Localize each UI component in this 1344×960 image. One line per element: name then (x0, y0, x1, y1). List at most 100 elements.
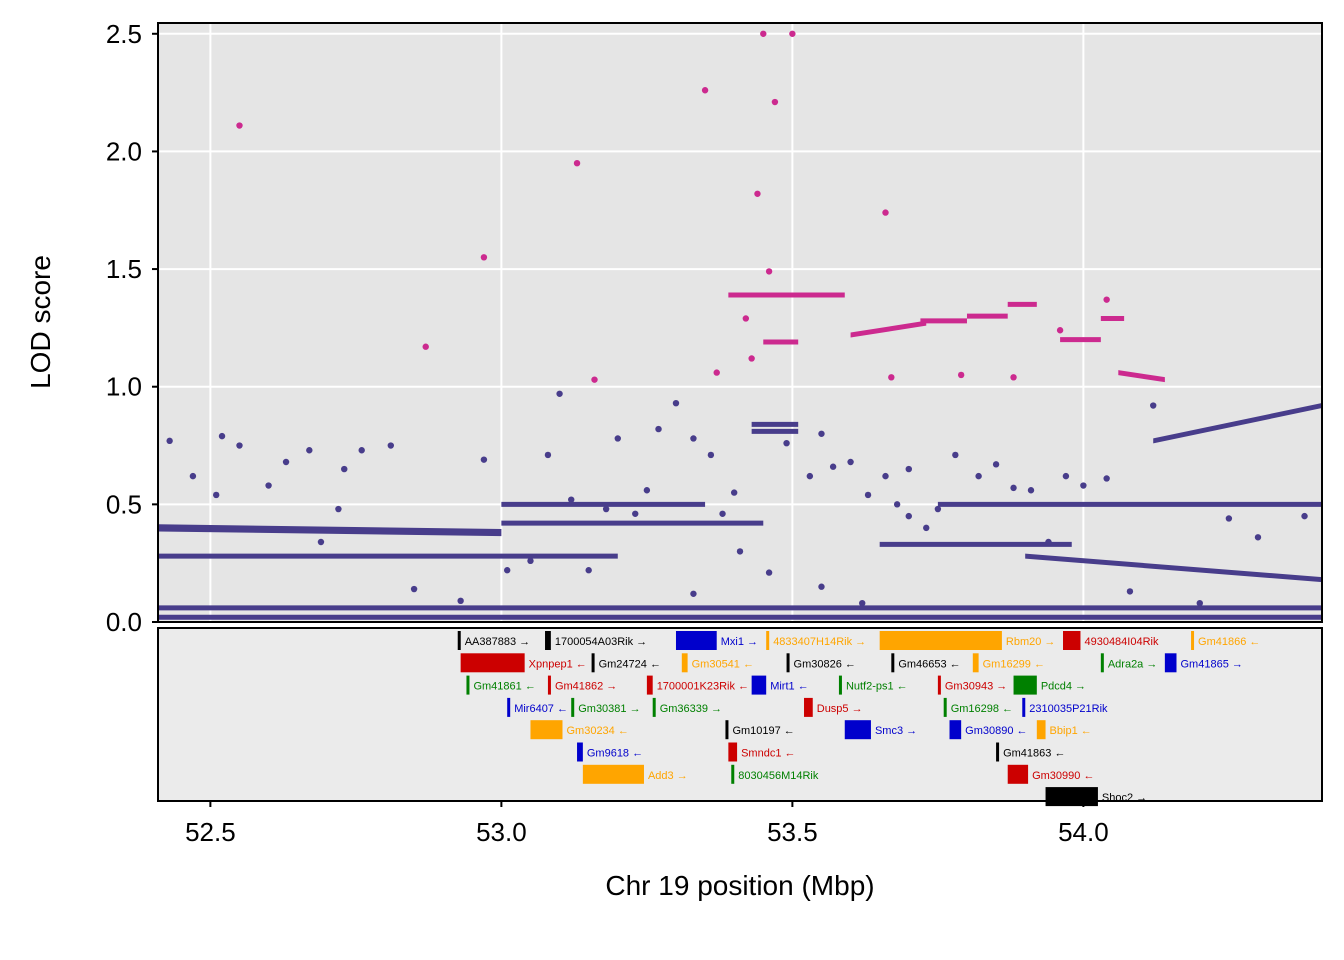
snp-point-series-1 (789, 30, 796, 37)
y-tick-label: 0.5 (106, 489, 142, 519)
snp-point-series-0 (690, 435, 697, 442)
gene-label: Gm46653 ← (898, 658, 960, 670)
gene-label: Smc3 → (875, 725, 917, 737)
snp-point-series-1 (765, 268, 773, 275)
snp-point-series-0 (341, 465, 348, 473)
snp-point-series-0 (672, 399, 680, 407)
snp-point-series-1 (760, 30, 767, 37)
gene-bar (725, 720, 729, 740)
snp-band-series-0 (501, 520, 764, 526)
gene-label: Mxi1 → (721, 636, 758, 648)
gene-bar (1063, 631, 1081, 650)
x-tick-label: 53.5 (767, 817, 818, 847)
snp-point-series-0 (707, 451, 715, 459)
y-tick-label: 1.5 (106, 254, 142, 284)
snp-point-series-0 (829, 463, 837, 470)
gene-bar (466, 675, 470, 695)
gene-bar (675, 631, 717, 650)
y-tick-label: 2.5 (106, 19, 142, 49)
snp-point-series-0 (1045, 538, 1052, 546)
gene-bar (804, 697, 813, 717)
snp-band-series-0 (937, 501, 1322, 507)
snp-point-series-0 (864, 491, 872, 499)
snp-point-series-1 (480, 254, 488, 261)
gene-label: 4833407H14Rik → (773, 636, 866, 648)
lod-panel-frame (157, 22, 1323, 623)
gene-label: Gm30890 ← (965, 725, 1027, 737)
snp-point-series-0 (602, 505, 610, 513)
gene-panel-background (158, 628, 1322, 801)
snp-point-series-0 (905, 512, 912, 520)
snp-point-series-0 (556, 390, 563, 397)
snp-band-series-1 (920, 318, 967, 324)
snp-point-series-0 (317, 538, 325, 546)
y-tick-label: 0.0 (106, 607, 142, 637)
gene-label: 1700001K23Rik ← (657, 681, 749, 693)
snp-point-series-1 (748, 355, 755, 362)
snp-point-series-0 (480, 456, 488, 463)
snp-point-series-1 (1010, 374, 1017, 381)
snp-band-series-0 (1025, 553, 1322, 583)
snp-point-series-0 (952, 451, 959, 459)
gene-label: 1700054A03Rik → (555, 636, 647, 648)
gene-bar (728, 742, 738, 762)
gene-label: Gm16298 ← (951, 703, 1013, 715)
snp-point-series-0 (306, 447, 313, 454)
snp-point-series-0 (335, 505, 342, 513)
snp-band-series-0 (158, 524, 502, 537)
y-axis-title: LOD score (25, 255, 56, 389)
snp-band-series-0 (158, 553, 618, 559)
snp-point-series-0 (585, 567, 592, 574)
y-tick-label: 1.0 (106, 372, 142, 402)
gene-bar (652, 697, 656, 717)
gene-label: Gm30990 ← (1032, 770, 1094, 782)
gene-bar (507, 697, 511, 717)
gene-bar (1036, 720, 1046, 740)
snp-point-series-0 (1196, 599, 1203, 607)
snp-point-series-0 (655, 425, 662, 433)
gene-bar (545, 631, 551, 650)
gene-bar (879, 631, 1002, 650)
gene-label: Gm30541 ← (692, 658, 754, 670)
snp-points (158, 30, 1322, 620)
snp-point-series-1 (1056, 327, 1064, 334)
gene-bar (577, 742, 583, 762)
gene-label: Nutf2-ps1 ← (846, 681, 908, 693)
gene-bar (591, 653, 595, 673)
gene-label: 4930484I04Rik (1084, 636, 1159, 648)
snp-point-series-0 (975, 472, 982, 480)
snp-point-series-0 (806, 472, 814, 480)
gene-label: Gm30381 → (578, 703, 640, 715)
gene-label: Gm41861 ← (473, 681, 535, 693)
gene-label: Gm41863 ← (1003, 748, 1065, 760)
gene-label: Dusp5 → (817, 703, 863, 715)
snp-point-series-1 (573, 159, 581, 167)
gene-bar (1191, 631, 1195, 650)
gene-bar (891, 653, 895, 673)
snp-band-series-0 (1153, 403, 1322, 444)
snp-point-series-0 (882, 472, 889, 480)
gene-bar (937, 675, 941, 695)
gene-label: 8030456M14Rik (738, 770, 819, 782)
x-tick-label: 54.0 (1058, 817, 1109, 847)
gene-bar (1007, 764, 1029, 784)
x-tick-label: 52.5 (185, 817, 236, 847)
gene-label: Gm30943 → (945, 681, 1007, 693)
snp-point-series-0 (504, 567, 511, 574)
snp-point-series-0 (1103, 475, 1110, 482)
gene-label: Add3 → (648, 770, 688, 782)
snp-band-series-0 (158, 614, 1322, 620)
snp-point-series-0 (1301, 512, 1308, 520)
gene-bar (1100, 653, 1104, 673)
snp-band-series-1 (1100, 315, 1125, 321)
gene-bar (457, 631, 461, 650)
gene-bar (731, 764, 735, 784)
gene-bar (766, 631, 770, 650)
gene-label: Mirt1 ← (770, 681, 809, 693)
snp-band-series-0 (501, 501, 706, 507)
snp-band-series-1 (850, 320, 927, 338)
gene-label: Mir6407 ← (514, 703, 568, 715)
snp-point-series-0 (1254, 534, 1262, 541)
snp-point-series-0 (1080, 482, 1087, 489)
